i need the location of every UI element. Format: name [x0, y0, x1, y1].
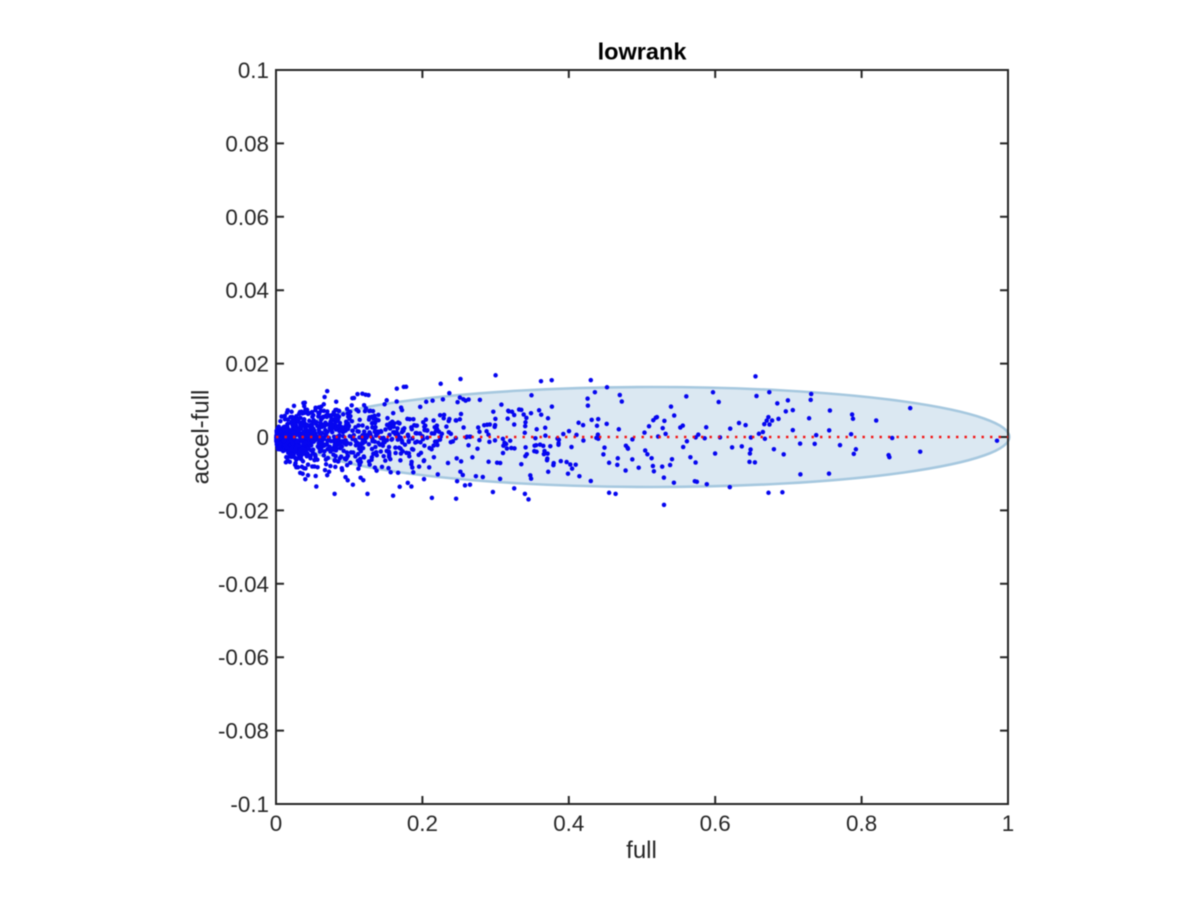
- svg-text:full: full: [626, 837, 657, 864]
- svg-text:0: 0: [270, 811, 282, 836]
- svg-text:0.6: 0.6: [700, 811, 731, 836]
- svg-text:0.2: 0.2: [407, 811, 438, 836]
- svg-text:0.08: 0.08: [225, 131, 269, 156]
- svg-text:-0.02: -0.02: [218, 498, 269, 523]
- svg-text:accel-full: accel-full: [188, 390, 215, 485]
- svg-text:1: 1: [1002, 811, 1014, 836]
- svg-text:0.1: 0.1: [238, 58, 269, 83]
- svg-text:-0.08: -0.08: [218, 719, 269, 744]
- svg-text:-0.06: -0.06: [218, 645, 269, 670]
- svg-text:lowrank: lowrank: [598, 39, 688, 65]
- svg-text:0.02: 0.02: [225, 352, 269, 377]
- svg-text:-0.04: -0.04: [218, 572, 269, 597]
- svg-text:0.06: 0.06: [225, 205, 269, 230]
- svg-text:0.8: 0.8: [846, 811, 877, 836]
- svg-text:0.4: 0.4: [553, 811, 584, 836]
- svg-text:0.04: 0.04: [225, 278, 269, 303]
- svg-text:-0.1: -0.1: [230, 792, 269, 817]
- svg-text:0: 0: [257, 425, 269, 450]
